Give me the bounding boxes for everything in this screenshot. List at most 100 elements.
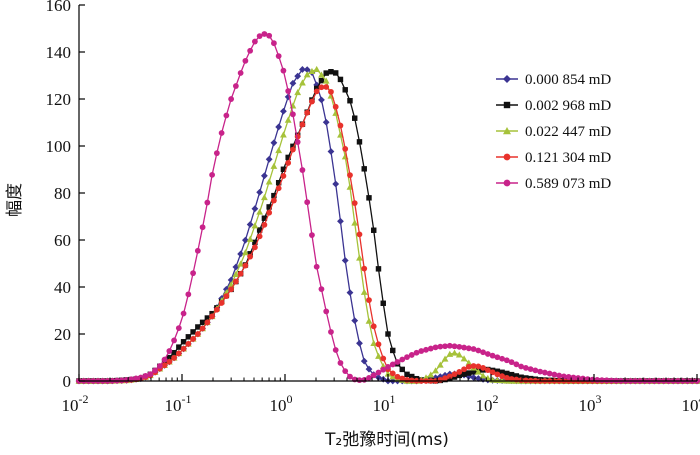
- data-point: [484, 367, 491, 373]
- data-point: [171, 355, 177, 361]
- data-point: [518, 374, 524, 380]
- legend-label: 0.022 447 mD: [525, 124, 611, 140]
- data-point: [504, 370, 510, 377]
- data-point: [470, 363, 477, 369]
- data-point: [456, 369, 463, 375]
- data-point: [280, 131, 287, 138]
- data-point: [261, 215, 268, 221]
- y-tick-label: 160: [46, 0, 72, 15]
- data-point: [570, 374, 577, 381]
- data-point: [503, 357, 510, 364]
- data-point: [261, 31, 268, 37]
- data-point: [322, 118, 330, 126]
- data-point: [299, 79, 306, 86]
- data-point: [360, 288, 368, 295]
- data-point: [166, 358, 173, 365]
- data-point: [223, 112, 230, 119]
- legend-label: 0.000 854 mD: [525, 72, 611, 88]
- legend-marker: [503, 127, 511, 135]
- data-point: [499, 369, 505, 376]
- data-point: [195, 324, 201, 330]
- data-point: [294, 72, 302, 80]
- data-point: [180, 310, 187, 317]
- data-point: [284, 93, 292, 101]
- data-point: [499, 373, 505, 380]
- data-point: [503, 374, 510, 381]
- data-point: [332, 180, 340, 188]
- data-point: [332, 103, 339, 110]
- x-tick-label: 10-1: [165, 392, 192, 415]
- data-point: [171, 350, 177, 356]
- legend-item: 0.121 304 mD: [496, 150, 611, 166]
- data-point: [389, 361, 396, 368]
- data-point: [394, 373, 401, 380]
- data-point: [328, 68, 334, 75]
- data-point: [213, 150, 220, 157]
- data-point: [190, 336, 196, 342]
- data-point: [152, 367, 158, 374]
- data-point: [356, 231, 363, 238]
- data-point: [313, 263, 320, 270]
- data-point: [508, 359, 515, 366]
- data-point: [285, 160, 292, 166]
- y-axis-title: 幅度: [5, 183, 25, 217]
- data-point: [375, 369, 382, 376]
- series-2: [76, 68, 700, 384]
- data-point: [190, 329, 196, 335]
- data-point: [247, 253, 254, 260]
- data-point: [361, 265, 368, 272]
- data-point: [275, 185, 282, 192]
- data-point: [522, 365, 529, 371]
- data-point: [242, 57, 249, 64]
- data-point: [237, 70, 244, 76]
- data-point: [323, 84, 330, 90]
- data-point: [518, 363, 524, 370]
- data-point: [271, 192, 277, 199]
- data-point: [285, 88, 292, 94]
- data-point: [365, 365, 373, 373]
- data-point: [399, 356, 406, 363]
- data-point: [332, 70, 339, 76]
- data-point: [275, 123, 283, 131]
- data-point: [479, 372, 487, 379]
- data-point: [303, 66, 311, 74]
- data-point: [527, 366, 534, 373]
- legend-item: 0.002 968 mD: [496, 98, 611, 114]
- data-point: [356, 339, 363, 347]
- data-point: [347, 172, 353, 179]
- data-point: [451, 349, 458, 356]
- data-point: [384, 370, 392, 377]
- data-point: [166, 348, 173, 354]
- x-tick-label: 10-2: [62, 392, 89, 415]
- data-point: [185, 334, 192, 340]
- x-axis-title: T₂弛豫时间(ms): [324, 430, 449, 450]
- data-point: [532, 367, 539, 374]
- data-point: [446, 342, 453, 349]
- data-point: [432, 344, 439, 351]
- data-point: [309, 98, 315, 105]
- data-point: [209, 313, 215, 320]
- data-point: [256, 227, 263, 233]
- legend-marker: [503, 101, 511, 109]
- data-point: [389, 370, 396, 377]
- data-point: [299, 121, 306, 128]
- data-point: [241, 236, 249, 244]
- data-point: [413, 349, 420, 356]
- data-point: [366, 297, 372, 303]
- data-point: [385, 364, 391, 370]
- data-point: [280, 173, 287, 179]
- data-point: [337, 217, 344, 225]
- data-point: [342, 87, 348, 93]
- data-point: [371, 227, 377, 233]
- legend-item: 0.022 447 mD: [496, 124, 611, 140]
- data-point: [232, 278, 239, 285]
- data-point: [427, 371, 435, 378]
- data-point: [242, 262, 249, 269]
- data-point: [565, 374, 572, 380]
- data-point: [351, 219, 359, 226]
- data-point: [275, 179, 282, 186]
- data-point: [318, 84, 325, 91]
- data-point: [322, 77, 330, 84]
- data-point: [232, 263, 240, 271]
- data-point: [285, 154, 291, 161]
